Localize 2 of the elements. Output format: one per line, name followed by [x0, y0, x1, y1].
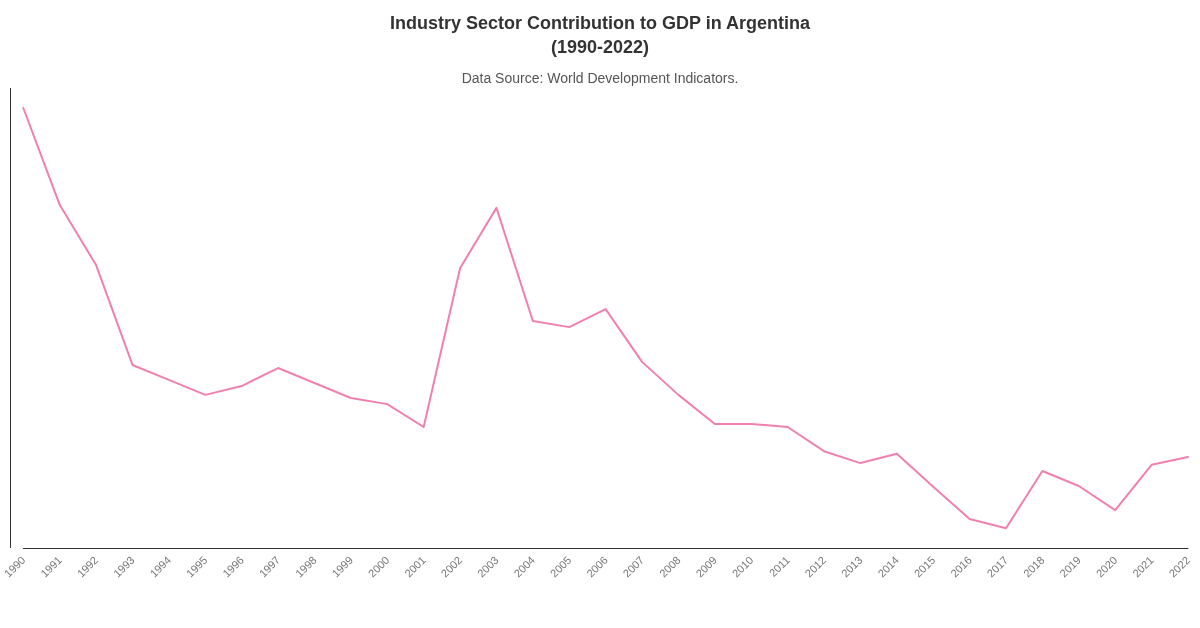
- chart-title: Industry Sector Contribution to GDP in Argentina (1990-2022): [389, 13, 811, 57]
- chart-subtitle: Data Source: World Development Indicators.: [461, 70, 739, 86]
